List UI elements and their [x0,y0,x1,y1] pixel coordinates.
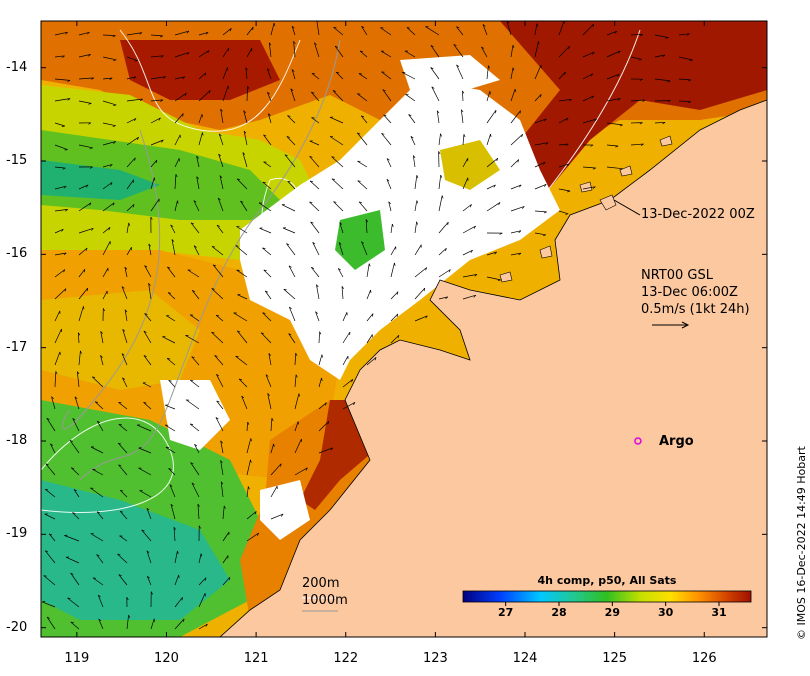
x-tick-label: 122 [333,651,358,666]
current-vector-head [262,248,265,249]
colorbar-tick-label: 28 [551,606,566,619]
colorbar-title: 4h comp, p50, All Sats [463,574,751,587]
current-vector-head [312,73,315,74]
current-vector-head [68,598,71,599]
x-tick-label: 121 [244,651,269,666]
current-vector-head [202,114,203,117]
y-tick-label: -19 [6,526,27,541]
colorbar-tick-label: 29 [605,606,620,619]
credit-text: © IMOS 16-Dec-2022 14:49 Hobart [795,446,808,640]
y-tick-label: -18 [6,433,27,448]
colorbar-tick-label: 30 [658,606,673,619]
argo-label: Argo [659,434,694,449]
current-source-label: NRT00 GSL [641,268,713,283]
current-vector-head [190,424,193,425]
y-tick-label: -14 [6,60,27,75]
isobath-1000-label: 1000m [302,593,348,608]
current-vector-head [253,27,254,30]
colorbar-tick-label: 31 [711,606,726,619]
contour-time-label: 13-Dec-2022 00Z [641,207,755,222]
y-tick-label: -20 [6,620,27,635]
current-vector [655,101,670,102]
isobath-200-label: 200m [302,576,339,591]
current-vector-head [87,288,88,291]
x-tick-label: 124 [513,651,538,666]
current-vector-head [190,380,193,381]
y-tick-label: -16 [6,246,27,261]
x-tick-label: 125 [602,651,627,666]
current-vector-head [119,402,122,403]
y-tick-label: -17 [6,340,27,355]
colorbar [463,591,751,602]
x-tick-label: 126 [692,651,717,666]
current-vector-head [334,27,337,28]
x-tick-label: 123 [423,651,448,666]
x-tick-label: 119 [64,651,89,666]
current-vector-head [135,61,138,62]
current-scale-label: 0.5m/s (1kt 24h) [641,302,750,317]
current-vector-head [179,575,180,578]
y-tick-label: -15 [6,153,27,168]
current-vector-head [515,89,516,92]
current-vector-head [182,597,183,600]
current-vector-head [212,247,215,248]
current-vector-head [228,86,229,89]
current-vector-head [45,489,48,490]
x-tick-label: 120 [154,651,179,666]
current-vector-head [520,111,521,114]
colorbar-tick-label: 27 [498,606,513,619]
current-time-label: 13-Dec 06:00Z [641,285,738,300]
sst-field [41,19,767,637]
